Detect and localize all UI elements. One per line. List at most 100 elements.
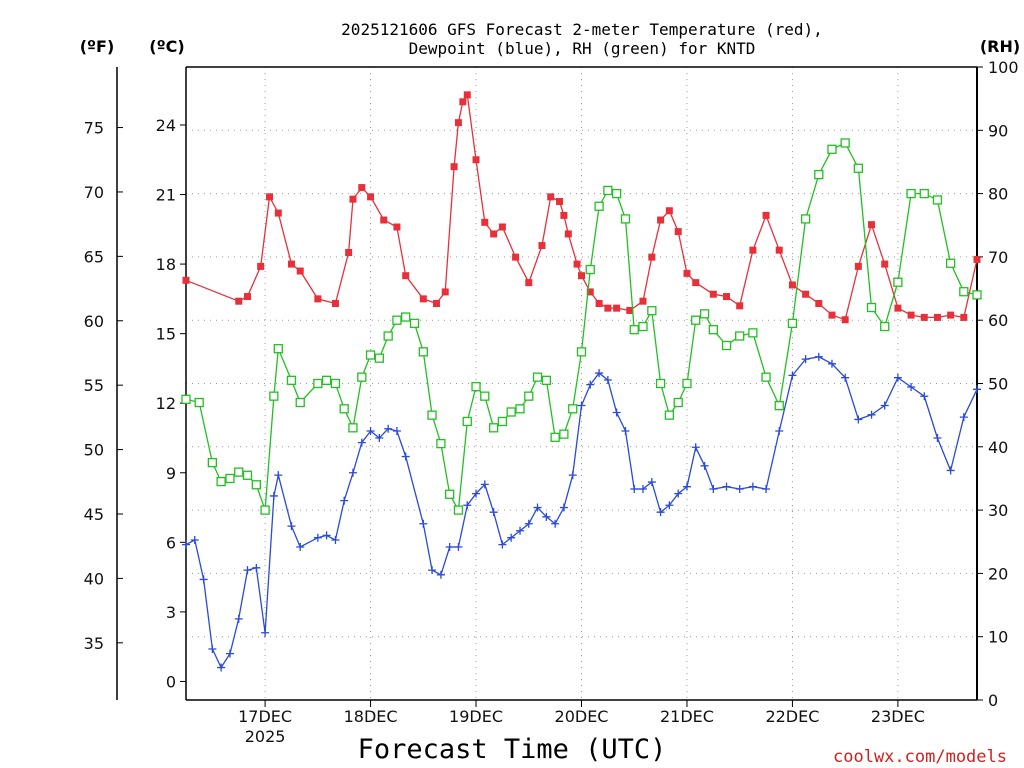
temperature-point bbox=[841, 316, 849, 324]
temperature-point bbox=[920, 313, 928, 321]
dewpoint-point bbox=[234, 614, 243, 623]
temperature-point bbox=[775, 246, 783, 254]
temperature-point bbox=[393, 223, 401, 231]
celsius-tick-label: 0 bbox=[166, 672, 176, 691]
temperature-point bbox=[472, 156, 480, 164]
dewpoint-point bbox=[603, 376, 612, 385]
rh-point bbox=[655, 378, 666, 389]
temperature-point bbox=[933, 313, 941, 321]
dewpoint-point bbox=[630, 485, 639, 493]
dewpoint-point bbox=[959, 413, 968, 422]
dewpoint-point bbox=[287, 522, 296, 531]
temperature-point bbox=[266, 193, 274, 201]
temperature-point bbox=[639, 297, 647, 305]
temperature-point bbox=[182, 276, 190, 284]
dewpoint-point bbox=[682, 482, 691, 491]
rh-point bbox=[436, 438, 446, 449]
dewpoint-point bbox=[313, 533, 322, 542]
chart-title-line-1: 2025121606 GFS Forecast 2-meter Temperat… bbox=[341, 20, 823, 39]
dewpoint-point bbox=[586, 380, 595, 389]
rh-point bbox=[524, 391, 534, 401]
x-tick-label: 23DEC bbox=[871, 707, 925, 726]
temperature-point bbox=[815, 300, 823, 308]
x-tick-label: 22DEC bbox=[765, 707, 819, 726]
x-tick-label: 19DEC bbox=[449, 707, 503, 726]
temperature-point bbox=[432, 300, 440, 308]
celsius-tick-label: 24 bbox=[156, 116, 176, 135]
temperature-point bbox=[358, 184, 366, 192]
dewpoint-point bbox=[428, 566, 437, 575]
x-tick-label: 18DEC bbox=[344, 707, 398, 726]
credit-text: coolwx.com/models bbox=[833, 747, 1007, 767]
dewpoint-point bbox=[748, 482, 757, 491]
temperature-point bbox=[692, 279, 700, 287]
rh-point bbox=[629, 325, 639, 335]
temperature-point bbox=[586, 288, 594, 296]
rh-point bbox=[638, 321, 648, 332]
temperature-point bbox=[441, 288, 449, 296]
rh-tick-label: 30 bbox=[988, 501, 1008, 520]
rh-point bbox=[840, 138, 850, 148]
dewpoint-point bbox=[568, 471, 577, 480]
temperature-point bbox=[287, 260, 295, 268]
rh-series bbox=[181, 138, 982, 515]
dewpoint-point bbox=[841, 373, 850, 382]
dewpoint-point bbox=[392, 427, 401, 436]
celsius-tick-label: 12 bbox=[156, 394, 176, 413]
temperature-point bbox=[525, 279, 533, 287]
dewpoint-point bbox=[190, 536, 199, 545]
rh-point bbox=[181, 394, 191, 404]
dewpoint-point bbox=[274, 471, 283, 480]
dewpoint-point bbox=[933, 433, 942, 442]
temperature-point bbox=[683, 269, 691, 277]
dewpoint-point bbox=[225, 649, 234, 658]
dewpoint-point bbox=[375, 433, 384, 442]
dewpoint-point bbox=[691, 443, 700, 452]
dewpoint-point bbox=[401, 452, 410, 461]
dewpoint-point bbox=[261, 628, 270, 637]
dewpoint-point bbox=[489, 508, 498, 517]
dewpoint-point bbox=[454, 542, 463, 551]
dewpoint-point bbox=[674, 489, 683, 498]
celsius-tick-label: 3 bbox=[166, 603, 176, 622]
temperature-point bbox=[349, 195, 357, 203]
rh-point bbox=[866, 302, 877, 313]
series-layer bbox=[181, 91, 982, 672]
dewpoint-point bbox=[252, 563, 261, 572]
temperature-point bbox=[578, 272, 585, 280]
rh-point bbox=[321, 375, 332, 385]
dewpoint-point bbox=[762, 485, 771, 493]
temperature-point bbox=[709, 290, 717, 298]
dewpoint-point bbox=[827, 359, 836, 368]
dewpoint-point bbox=[436, 570, 445, 579]
temperature-point bbox=[573, 260, 581, 268]
rh-point bbox=[207, 457, 218, 468]
fahrenheit-tick-label: 55 bbox=[84, 376, 104, 395]
rh-point bbox=[497, 416, 508, 427]
dewpoint-point bbox=[208, 644, 217, 653]
rh-point bbox=[348, 423, 358, 433]
dewpoint-point bbox=[735, 485, 744, 493]
temperature-point bbox=[538, 242, 546, 250]
rh-point bbox=[506, 407, 516, 417]
temperature-line bbox=[185, 92, 978, 321]
temperature-point bbox=[481, 218, 489, 226]
rh-point bbox=[471, 382, 481, 392]
rh-tick-label: 0 bbox=[988, 691, 998, 710]
rh-point bbox=[620, 214, 631, 224]
temperature-series bbox=[182, 91, 981, 324]
x-tick-sublabel: 2025 bbox=[245, 727, 286, 746]
fahrenheit-tick-label: 60 bbox=[84, 312, 104, 331]
rh-point bbox=[559, 429, 569, 439]
temperature-point bbox=[257, 262, 265, 270]
celsius-tick-label: 6 bbox=[166, 533, 176, 552]
rh-point bbox=[418, 347, 428, 357]
rh-point bbox=[673, 397, 683, 408]
rh-point bbox=[827, 144, 837, 154]
temperature-point bbox=[947, 311, 955, 319]
dewpoint-point bbox=[480, 480, 489, 489]
temperature-point bbox=[595, 300, 603, 308]
celsius-axis-label: (ºC) bbox=[149, 37, 184, 56]
temperature-point bbox=[498, 223, 506, 231]
